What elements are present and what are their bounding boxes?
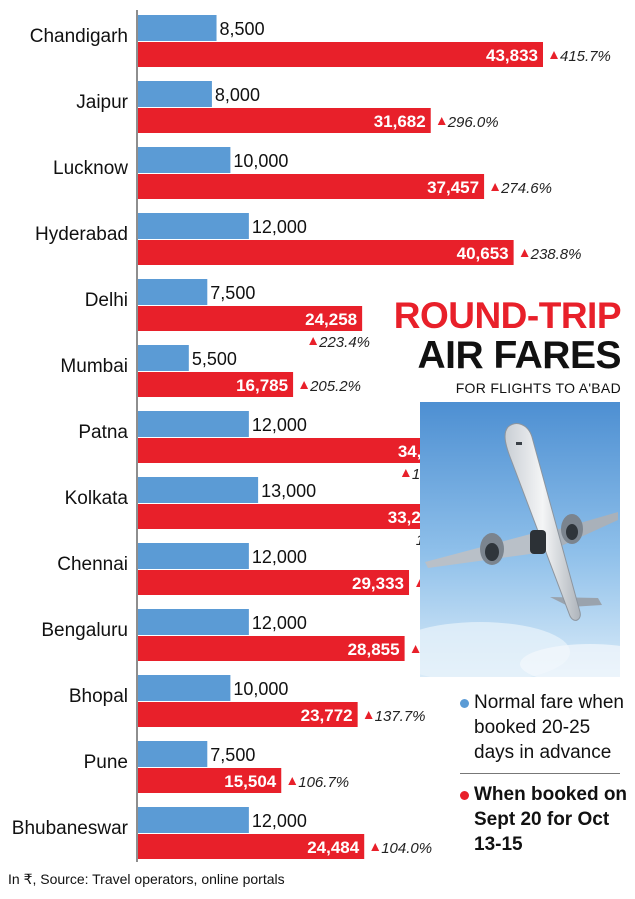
value-label-normal-fare: 13,000 xyxy=(261,481,316,501)
bar-normal-fare xyxy=(138,807,249,833)
value-label-booked-fare: 28,855 xyxy=(348,640,400,659)
category-label: Hyderabad xyxy=(35,224,128,245)
increase-label: 274.6% xyxy=(500,180,552,197)
category-label: Chennai xyxy=(57,554,128,575)
increase-triangle-icon xyxy=(520,249,529,257)
category-label: Chandigarh xyxy=(30,26,128,47)
category-label: Jaipur xyxy=(76,92,128,113)
bar-booked-fare xyxy=(138,438,455,463)
increase-triangle-icon xyxy=(550,51,558,59)
category-label: Mumbai xyxy=(60,356,128,377)
bar-booked-fare xyxy=(138,834,365,859)
value-label-booked-fare: 29,333 xyxy=(352,574,404,593)
value-label-normal-fare: 12,000 xyxy=(252,547,307,567)
bar-booked-fare xyxy=(138,306,363,331)
increase-triangle-icon xyxy=(364,711,373,719)
value-label-booked-fare: 16,785 xyxy=(236,376,288,395)
legend-item-booked: When booked on Sept 20 for Oct 13-15 xyxy=(460,782,634,857)
blue-dot-icon xyxy=(460,699,469,708)
bar-booked-fare xyxy=(138,42,543,67)
bar-normal-fare xyxy=(138,411,249,437)
bar-normal-fare xyxy=(138,609,249,635)
increase-label: 104.0% xyxy=(381,840,432,857)
bar-normal-fare xyxy=(138,741,208,767)
value-label-normal-fare: 12,000 xyxy=(252,415,307,435)
bar-normal-fare xyxy=(138,81,212,107)
bar-booked-fare xyxy=(138,240,514,265)
bar-normal-fare xyxy=(138,477,259,503)
airplane-photo xyxy=(420,402,620,677)
value-label-booked-fare: 24,258 xyxy=(305,310,357,329)
category-label: Bhubaneswar xyxy=(12,818,129,839)
value-label-normal-fare: 8,000 xyxy=(215,85,260,105)
value-label-normal-fare: 8,500 xyxy=(220,19,265,39)
increase-triangle-icon xyxy=(300,381,309,389)
bar-booked-fare xyxy=(138,768,282,793)
bar-booked-fare xyxy=(138,108,431,133)
bar-booked-fare xyxy=(138,504,445,529)
category-label: Delhi xyxy=(85,290,128,311)
value-label-normal-fare: 10,000 xyxy=(233,679,288,699)
increase-label: 205.2% xyxy=(309,378,361,395)
bar-normal-fare xyxy=(138,675,231,701)
increase-label: 296.0% xyxy=(447,114,499,131)
value-label-booked-fare: 37,457 xyxy=(427,178,479,197)
legend-item-normal: Normal fare when booked 20-25 days in ad… xyxy=(460,690,634,765)
value-label-booked-fare: 23,772 xyxy=(301,706,353,725)
bar-normal-fare xyxy=(138,147,231,173)
value-label-normal-fare: 7,500 xyxy=(210,745,255,765)
red-dot-icon xyxy=(460,791,469,800)
value-label-normal-fare: 5,500 xyxy=(192,349,237,369)
increase-label: 238.8% xyxy=(530,246,582,263)
category-label: Lucknow xyxy=(53,158,128,179)
value-label-booked-fare: 31,682 xyxy=(374,112,426,131)
value-label-normal-fare: 12,000 xyxy=(252,613,307,633)
value-label-normal-fare: 10,000 xyxy=(233,151,288,171)
increase-triangle-icon xyxy=(411,645,420,653)
category-label: Pune xyxy=(84,752,128,773)
value-label-booked-fare: 15,504 xyxy=(224,772,277,791)
bar-booked-fare xyxy=(138,174,485,199)
airplane-icon xyxy=(420,402,620,677)
category-label: Bengaluru xyxy=(41,620,128,641)
increase-triangle-icon xyxy=(309,337,318,345)
increase-label: 106.7% xyxy=(298,774,349,791)
increase-triangle-icon xyxy=(401,469,410,477)
value-label-booked-fare: 40,653 xyxy=(457,244,509,263)
chart-legend: Normal fare when booked 20-25 days in ad… xyxy=(460,690,634,857)
bar-normal-fare xyxy=(138,345,189,371)
legend-divider xyxy=(460,773,620,774)
category-label: Kolkata xyxy=(65,488,129,509)
increase-label: 137.7% xyxy=(375,708,426,725)
bar-booked-fare xyxy=(138,636,405,661)
value-label-normal-fare: 12,000 xyxy=(252,217,307,237)
legend-label-booked: When booked on Sept 20 for Oct 13-15 xyxy=(474,784,628,855)
category-label: Patna xyxy=(78,422,128,443)
increase-label: 223.4% xyxy=(318,334,370,351)
value-label-normal-fare: 12,000 xyxy=(252,811,307,831)
value-label-booked-fare: 43,833 xyxy=(486,46,538,65)
value-label-booked-fare: 24,484 xyxy=(307,838,360,857)
bar-normal-fare xyxy=(138,213,249,239)
increase-triangle-icon xyxy=(288,777,297,785)
bar-normal-fare xyxy=(138,279,208,305)
source-note: In ₹, Source: Travel operators, online p… xyxy=(8,871,285,887)
increase-triangle-icon xyxy=(437,117,446,125)
bar-booked-fare xyxy=(138,570,410,595)
chart-title-block: ROUND-TRIP AIR FARES FOR FLIGHTS TO A'BA… xyxy=(393,295,622,397)
legend-label-normal: Normal fare when booked 20-25 days in ad… xyxy=(474,692,624,763)
chart-subtitle: FOR FLIGHTS TO A'BAD xyxy=(455,380,621,396)
bar-booked-fare xyxy=(138,372,294,397)
category-label: Bhopal xyxy=(69,686,128,707)
bar-normal-fare xyxy=(138,15,217,41)
increase-triangle-icon xyxy=(491,183,500,191)
chart-title-line-1: ROUND-TRIP xyxy=(393,295,622,336)
increase-label: 415.7% xyxy=(560,48,611,65)
increase-triangle-icon xyxy=(371,843,380,851)
chart-title-line-2: AIR FARES xyxy=(417,334,621,377)
value-label-normal-fare: 7,500 xyxy=(210,283,255,303)
bar-booked-fare xyxy=(138,702,358,727)
bar-normal-fare xyxy=(138,543,249,569)
